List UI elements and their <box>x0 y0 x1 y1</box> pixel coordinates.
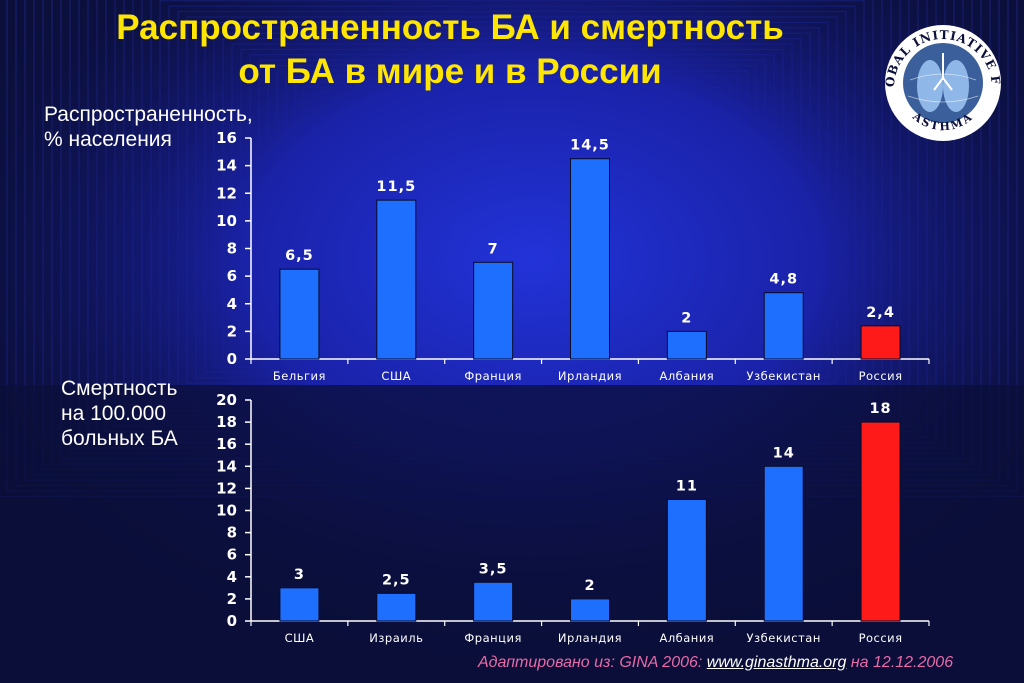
chart1-data-label: 2,4 <box>866 305 895 321</box>
chart1-y-tick-label: 0 <box>227 350 237 368</box>
chart1-y-tick-label: 12 <box>216 184 237 202</box>
chart1-y-tick-label: 10 <box>216 212 237 230</box>
chart2-bar <box>860 421 901 622</box>
chart2-y-tick-label: 2 <box>227 590 237 608</box>
chart2-y-tick-label: 20 <box>216 391 237 409</box>
chart1-y-tick-label: 4 <box>227 295 237 313</box>
chart2-category-label: Албания <box>659 631 714 645</box>
source-prefix: Адаптировано из: GINA 2006: <box>478 654 707 671</box>
slide-title: Распространенность БА и смертность от БА… <box>30 6 870 94</box>
chart2-data-label: 3,5 <box>479 561 508 577</box>
chart1-bar <box>376 199 417 360</box>
chart1-data-label: 6,5 <box>285 248 314 264</box>
chart2-y-tick-label: 4 <box>227 568 237 586</box>
chart2-bar <box>376 592 417 622</box>
chart2-category-label: Израиль <box>369 631 423 645</box>
chart2-bar <box>763 465 804 622</box>
chart2-y-tick-label: 18 <box>216 413 237 431</box>
chart1-y-tick-label: 6 <box>227 267 237 285</box>
chart2-bar <box>279 587 320 622</box>
chart2-y-tick-label: 10 <box>216 502 237 520</box>
chart2-category-label: Франция <box>464 631 522 645</box>
chart1-data-label: 11,5 <box>376 179 416 195</box>
chart1-data-label: 4,8 <box>769 272 798 288</box>
chart2-category-label: Узбекистан <box>747 631 821 645</box>
chart1-category-label: Россия <box>859 369 903 383</box>
chart2-y-axis-label: Смертность на 100.000 больных БА <box>61 376 178 451</box>
chart2-data-label: 14 <box>773 445 795 461</box>
chart1-category-label: Албания <box>659 369 714 383</box>
chart2-bar <box>570 598 610 622</box>
chart1-y-tick-label: 8 <box>227 240 237 258</box>
title-line-2: от БА в мире и в России <box>238 52 662 91</box>
chart2-y-tick-label: 12 <box>216 479 237 497</box>
chart1-category-label: Узбекистан <box>747 369 821 383</box>
chart2-y-tick-label: 16 <box>216 435 237 453</box>
chart2-data-label: 18 <box>869 401 891 417</box>
title-line-1: Распространенность БА и смертность <box>116 8 784 47</box>
chart1-data-label: 7 <box>488 241 499 257</box>
chart1-category-label: Франция <box>464 369 522 383</box>
chart2-y-tick-label: 0 <box>227 612 237 630</box>
chart2-y-tick-label: 14 <box>216 457 237 475</box>
chart1-y-tick-label: 16 <box>216 129 237 147</box>
chart1-y-axis-label: Распространенность, % населения <box>44 102 253 152</box>
chart1-data-label: 14,5 <box>570 138 610 154</box>
chart1-bar <box>763 292 804 360</box>
chart2-y-tick-label: 8 <box>227 524 237 542</box>
chart1-category-label: Бельгия <box>273 369 326 383</box>
chart1-category-label: США <box>381 369 411 383</box>
chart1-bar <box>279 268 320 360</box>
chart1-bar <box>570 158 610 360</box>
chart2-data-label: 2 <box>584 578 595 594</box>
chart2-category-label: Ирландия <box>558 631 622 645</box>
source-link[interactable]: www.ginasthma.org <box>706 654 847 671</box>
chart1-y-tick-label: 2 <box>227 322 237 340</box>
chart1-bar <box>860 325 901 360</box>
chart1-data-label: 2 <box>681 310 692 326</box>
chart1-ylabel-line1: Распространенность, <box>44 103 253 126</box>
chart2-ylabel-line2: на 100.000 <box>61 402 167 425</box>
chart2-data-label: 3 <box>294 567 305 583</box>
chart1-bar <box>666 330 707 360</box>
chart2-category-label: Россия <box>859 631 903 645</box>
chart1-bar <box>473 261 514 360</box>
chart1-y-tick-label: 14 <box>216 157 237 175</box>
chart1-category-label: Ирландия <box>558 369 622 383</box>
source-suffix: на 12.12.2006 <box>846 654 954 671</box>
chart1-ylabel-line2: % населения <box>44 128 172 151</box>
chart2-data-label: 2,5 <box>382 572 411 588</box>
chart2-ylabel-line1: Смертность <box>61 377 178 400</box>
gina-logo: GLOBAL INITIATIVE FOR ASTHMA <box>880 18 1002 141</box>
chart2-bar <box>666 498 707 622</box>
chart2-category-label: США <box>285 631 315 645</box>
source-note: Адаптировано из: GINA 2006: www.ginasthm… <box>478 654 953 672</box>
chart2-ylabel-line3: больных БА <box>61 427 178 450</box>
chart2-data-label: 11 <box>676 478 698 494</box>
chart2-y-tick-label: 6 <box>227 546 237 564</box>
chart2-bar <box>473 581 514 622</box>
